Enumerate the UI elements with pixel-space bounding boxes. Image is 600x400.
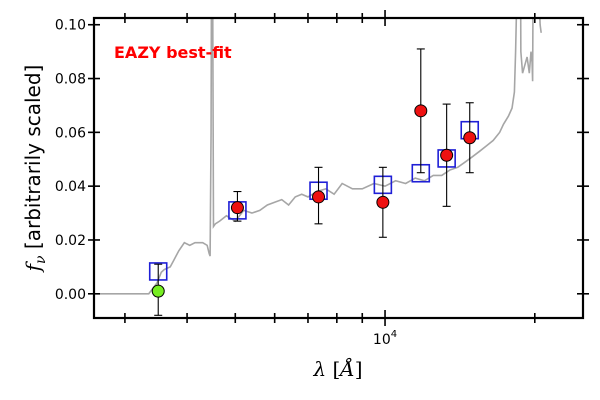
x-tick-labels: 104 [373, 329, 397, 348]
y-axis-label: fν [arbitrarily scaled] [21, 65, 49, 274]
x-axis-label: λ [Å] [312, 356, 362, 381]
y-tick-label: 0.02 [55, 233, 86, 249]
y-tick-label: 0.06 [55, 125, 86, 141]
x-tick-label: 104 [373, 329, 397, 348]
y-tick-label: 0.04 [55, 179, 86, 195]
y-tick-label: 0.00 [55, 287, 86, 303]
y-tick-label: 0.10 [55, 18, 86, 34]
y-tick-labels: 0.00 0.02 0.04 0.06 0.08 0.10 [55, 18, 86, 303]
plot-area [88, 10, 589, 326]
observed-flux-point [151, 284, 165, 298]
y-tick-label: 0.08 [55, 72, 86, 88]
annotation-eazy-best-fit: EAZY best-fit [114, 43, 232, 62]
observed-flux-point [440, 148, 454, 162]
axes-frame [92, 16, 585, 320]
series-layer [94, 18, 542, 316]
observed-flux-point [230, 201, 244, 215]
sed-best-fit-line [94, 18, 542, 295]
observed-flux-point [463, 131, 477, 145]
observed-flux-point [376, 195, 390, 209]
observed-flux-point [414, 104, 428, 118]
observed-flux-point [312, 190, 326, 204]
